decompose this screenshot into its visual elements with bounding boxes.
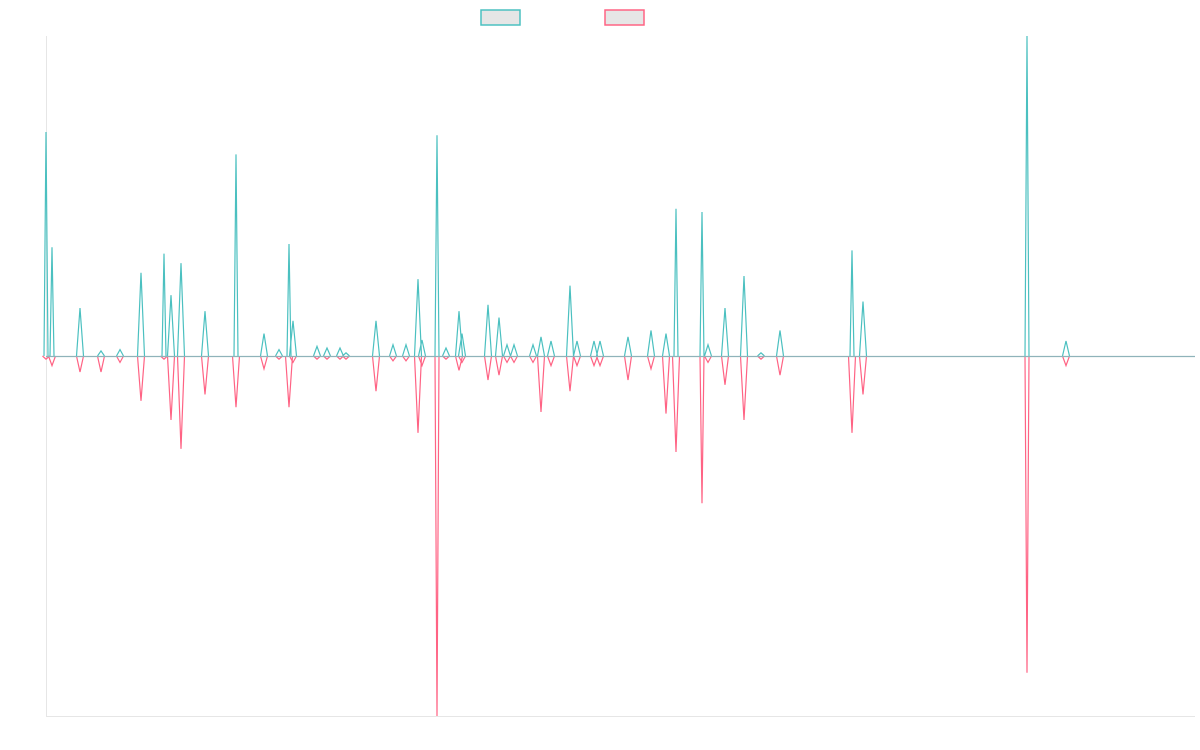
spike-negative-48 (775, 355, 785, 376)
spike-positive-31 (509, 342, 519, 357)
spike-negative-3 (96, 355, 106, 373)
spike-negative-8 (176, 355, 186, 449)
spike-positive-11 (259, 333, 269, 357)
spike-positive-6 (161, 253, 167, 357)
spike-positive-19 (371, 320, 381, 357)
spike-negative-14 (288, 355, 298, 364)
spike-positive-20 (388, 342, 398, 357)
spike-negative-49 (847, 355, 857, 433)
spike-positive-47 (757, 351, 765, 357)
spike-negative-13 (284, 355, 294, 408)
spike-negative-34 (546, 355, 556, 368)
spike-negative-7 (166, 355, 176, 421)
spike-negative-43 (699, 355, 705, 504)
spike-positive-2 (75, 307, 85, 357)
spike-positive-13 (286, 243, 292, 357)
spike-positive-38 (595, 340, 605, 357)
spike-negative-22 (413, 355, 423, 433)
spike-positive-12 (274, 348, 284, 357)
spike-negative-36 (572, 355, 582, 368)
spike-negative-41 (661, 355, 671, 414)
spike-positive-42 (673, 208, 679, 357)
spike-positive-14 (288, 320, 298, 357)
spike-positive-51 (1024, 35, 1030, 357)
legend (480, 9, 645, 26)
spike-negative-10 (231, 355, 241, 408)
spike-positive-3 (97, 349, 105, 357)
spike-positive-39 (623, 336, 633, 357)
spike-positive-49 (849, 250, 855, 357)
spike-positive-16 (322, 346, 332, 357)
spike-positive-1 (49, 247, 55, 357)
spike-negative-4 (115, 355, 125, 364)
legend-swatch-1[interactable] (604, 9, 645, 26)
spike-negative-29 (494, 355, 504, 376)
spike-positive-17 (335, 346, 345, 357)
spike-positive-28 (483, 304, 493, 357)
spike-positive-9 (200, 311, 210, 357)
spike-negative-35 (565, 355, 575, 392)
spike-negative-30 (502, 355, 512, 364)
spike-positive-7 (166, 295, 176, 357)
spike-positive-5 (136, 272, 146, 357)
spike-negative-45 (720, 355, 730, 385)
spike-positive-36 (572, 340, 582, 357)
spike-positive-30 (502, 342, 512, 357)
spike-negative-21 (402, 355, 410, 362)
spike-negative-31 (509, 355, 519, 364)
spike-negative-28 (483, 355, 493, 381)
spike-negative-40 (646, 355, 656, 372)
spike-positive-35 (565, 285, 575, 357)
spike-positive-32 (528, 342, 538, 357)
spike-positive-22 (413, 279, 423, 357)
spike-positive-37 (589, 340, 599, 357)
spike-negative-38 (595, 355, 605, 368)
spike-negative-23 (417, 355, 427, 368)
spike-positive-0 (43, 131, 49, 357)
spike-positive-24 (434, 135, 440, 357)
spike-negative-51 (1024, 355, 1030, 673)
spike-positive-18 (342, 351, 350, 357)
spike-positive-40 (646, 330, 656, 357)
legend-swatch-0[interactable] (480, 9, 521, 26)
spike-positive-15 (312, 344, 322, 357)
spike-positive-44 (703, 342, 713, 357)
spike-negative-44 (703, 355, 713, 364)
spike-positive-25 (441, 346, 451, 357)
spike-negative-50 (858, 355, 868, 395)
spike-negative-19 (371, 355, 381, 392)
spike-negative-2 (75, 355, 85, 373)
spike-negative-27 (457, 355, 467, 364)
spike-negative-52 (1061, 355, 1071, 368)
spike-positive-23 (417, 339, 427, 357)
spike-negative-33 (536, 355, 546, 413)
spike-positive-41 (661, 333, 671, 357)
spike-positive-34 (546, 340, 556, 357)
spike-positive-46 (739, 275, 749, 357)
spike-positive-33 (536, 336, 546, 357)
spike-positive-27 (457, 333, 467, 357)
spike-negative-32 (528, 355, 538, 364)
spike-negative-24 (434, 355, 440, 717)
spike-positive-4 (115, 348, 125, 357)
spike-positive-43 (699, 211, 705, 357)
spike-negative-20 (389, 355, 397, 362)
spike-positive-8 (176, 263, 186, 357)
spike-negative-37 (589, 355, 599, 368)
spike-positive-50 (858, 301, 868, 357)
spike-negative-9 (200, 355, 210, 395)
spike-positive-48 (775, 330, 785, 357)
spike-negative-42 (671, 355, 681, 453)
spike-positive-52 (1061, 340, 1071, 357)
spike-positive-45 (720, 307, 730, 357)
spike-negative-11 (259, 355, 269, 372)
spike-positive-29 (494, 317, 504, 357)
spike-negative-39 (623, 355, 633, 381)
spike-negative-46 (739, 355, 749, 421)
spike-positive-10 (233, 154, 239, 357)
spike-negative-1 (47, 355, 57, 368)
spike-positive-21 (401, 342, 411, 357)
spike-negative-5 (136, 355, 146, 401)
